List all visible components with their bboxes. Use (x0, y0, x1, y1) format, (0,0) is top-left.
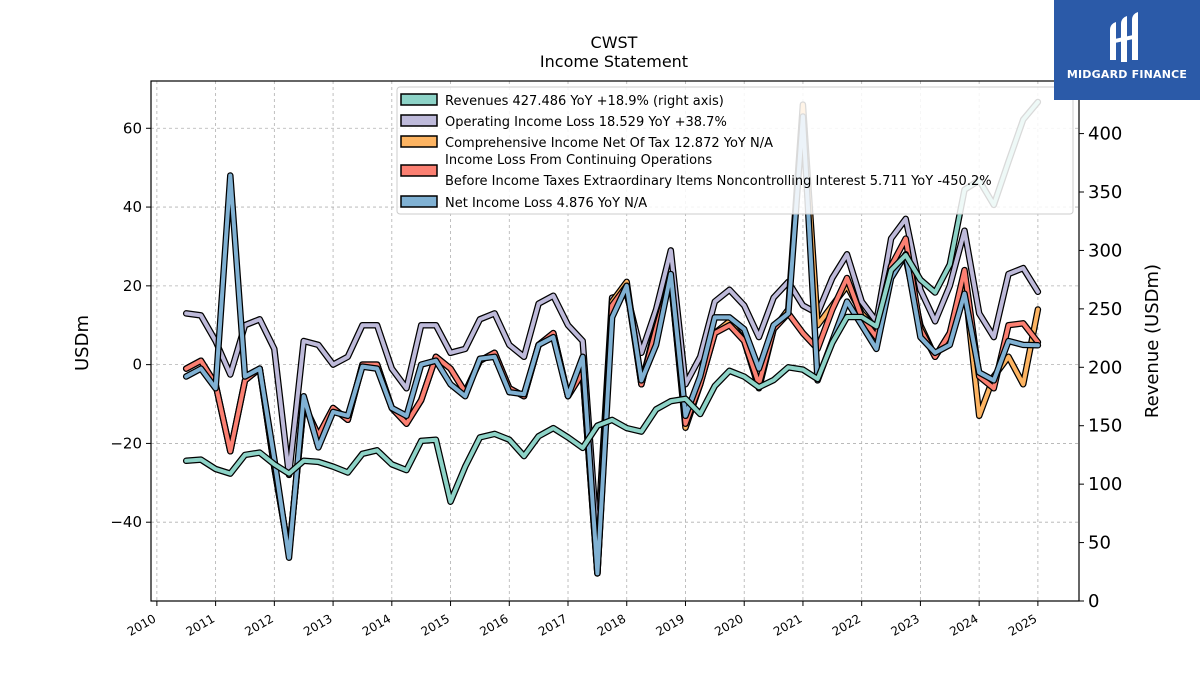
x-tick-label: 2019 (654, 611, 687, 638)
y-axis-label: USDm (72, 315, 93, 371)
y-right-tick-label: 0 (1088, 591, 1099, 612)
midgard-logo-icon (1110, 12, 1138, 62)
y-tick-label: 20 (123, 277, 142, 295)
x-tick-label: 2012 (242, 611, 275, 638)
y-axis-right-label: Revenue (USDm) (1142, 264, 1163, 418)
legend-swatch (400, 164, 438, 177)
legend-swatch (400, 114, 438, 127)
x-tick-label: 2024 (947, 611, 980, 638)
legend-entry: Operating Income Loss 18.529 YoY +38.7% (445, 115, 727, 130)
x-tick-label: 2010 (125, 611, 158, 638)
y-tick-label: −20 (110, 434, 142, 452)
series-layer (182, 98, 1042, 577)
legend-swatch (400, 135, 438, 148)
brand-name: MIDGARD FINANCE (1066, 68, 1188, 81)
x-tick-label: 2025 (1006, 611, 1039, 638)
y-right-tick-label: 300 (1088, 240, 1122, 261)
series-line-revenues (184, 100, 1040, 504)
plot-frame (150, 80, 1080, 602)
x-tick-label: 2018 (595, 611, 628, 638)
legend-box (396, 86, 1074, 215)
y-tick-label: −40 (110, 513, 142, 531)
x-tick-label: 2011 (184, 611, 217, 638)
x-tick-label: 2020 (712, 611, 745, 638)
legend-entry: Net Income Loss 4.876 YoY N/A (445, 196, 647, 211)
y-right-tick-label: 150 (1088, 416, 1122, 437)
legend-entry: Revenues 427.486 YoY +18.9% (right axis) (445, 94, 724, 109)
y-tick-label: 0 (132, 356, 142, 374)
x-tick-label: 2017 (536, 611, 569, 638)
y-right-tick-label: 400 (1088, 124, 1122, 145)
legend-entry-line1: Income Loss From Continuing Operations (445, 153, 712, 168)
legend: Revenues 427.486 YoY +18.9% (right axis)… (396, 86, 1074, 215)
chart-subtitle: Income Statement (540, 52, 688, 71)
y-right-tick-label: 100 (1088, 474, 1122, 495)
x-tick-label: 2013 (301, 611, 334, 638)
x-tick-label: 2014 (360, 611, 393, 638)
legend-swatch (400, 195, 438, 208)
chart-title: CWST (591, 33, 638, 52)
y-tick-label: 60 (123, 119, 142, 137)
brand-logo: MIDGARD FINANCE (1054, 0, 1200, 100)
legend-swatch (400, 93, 438, 106)
y-right-tick-label: 350 (1088, 182, 1122, 203)
x-tick-label: 2015 (419, 611, 452, 638)
x-tick-label: 2016 (477, 611, 510, 638)
legend-entry: Comprehensive Income Net Of Tax 12.872 Y… (445, 136, 773, 151)
x-tick-label: 2022 (830, 611, 863, 638)
x-tick-label: 2021 (771, 611, 804, 638)
x-tick-label: 2023 (888, 611, 921, 638)
y-right-tick-label: 250 (1088, 299, 1122, 320)
y-right-tick-label: 50 (1088, 533, 1111, 554)
series-line-net-income-loss (184, 114, 1040, 576)
y-tick-label: 40 (123, 198, 142, 216)
y-right-tick-label: 200 (1088, 357, 1122, 378)
legend-entry-line2: Before Income Taxes Extraordinary Items … (445, 174, 992, 189)
